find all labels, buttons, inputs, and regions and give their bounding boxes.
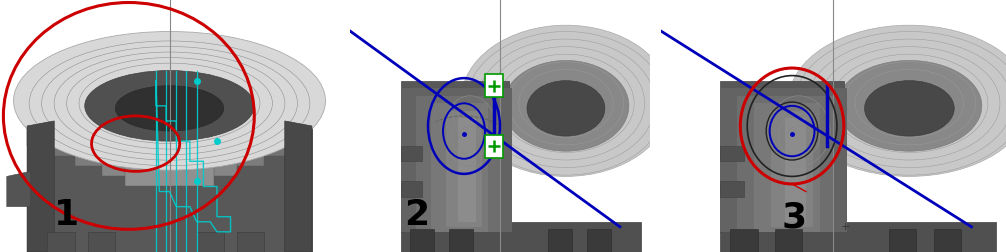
- Polygon shape: [416, 96, 500, 232]
- Ellipse shape: [789, 25, 1006, 176]
- Ellipse shape: [116, 86, 223, 131]
- Polygon shape: [754, 103, 820, 232]
- Polygon shape: [27, 106, 312, 146]
- Ellipse shape: [85, 71, 255, 141]
- Polygon shape: [719, 181, 743, 197]
- Polygon shape: [719, 146, 743, 161]
- Polygon shape: [485, 135, 503, 158]
- Polygon shape: [285, 121, 312, 252]
- Ellipse shape: [461, 25, 671, 176]
- Polygon shape: [586, 229, 611, 252]
- Ellipse shape: [13, 32, 326, 170]
- Polygon shape: [719, 81, 844, 232]
- Polygon shape: [736, 96, 833, 232]
- Polygon shape: [401, 146, 423, 161]
- Text: 2: 2: [404, 198, 430, 232]
- Polygon shape: [126, 141, 213, 186]
- Ellipse shape: [837, 60, 982, 151]
- Polygon shape: [934, 229, 961, 252]
- Ellipse shape: [527, 81, 605, 136]
- Polygon shape: [458, 118, 476, 222]
- Polygon shape: [719, 222, 996, 252]
- Polygon shape: [548, 229, 572, 252]
- Polygon shape: [401, 222, 641, 252]
- FancyBboxPatch shape: [27, 113, 312, 252]
- Polygon shape: [410, 229, 434, 252]
- Ellipse shape: [864, 81, 955, 136]
- Polygon shape: [775, 229, 803, 252]
- Polygon shape: [772, 111, 813, 227]
- Polygon shape: [401, 88, 512, 232]
- Polygon shape: [401, 81, 509, 232]
- Polygon shape: [785, 118, 806, 222]
- Text: +: +: [840, 222, 850, 232]
- Polygon shape: [7, 171, 30, 207]
- Polygon shape: [196, 232, 223, 252]
- Polygon shape: [47, 232, 74, 252]
- Polygon shape: [888, 229, 916, 252]
- Polygon shape: [730, 229, 758, 252]
- Polygon shape: [237, 232, 265, 252]
- Polygon shape: [74, 121, 265, 166]
- Polygon shape: [446, 111, 482, 227]
- Text: 1: 1: [54, 198, 79, 232]
- Polygon shape: [449, 229, 473, 252]
- Polygon shape: [102, 131, 237, 176]
- Polygon shape: [485, 74, 503, 97]
- Polygon shape: [89, 232, 116, 252]
- Polygon shape: [27, 121, 54, 252]
- Polygon shape: [431, 103, 488, 232]
- Polygon shape: [719, 88, 847, 232]
- Text: 3: 3: [782, 200, 807, 234]
- Ellipse shape: [503, 60, 629, 151]
- Polygon shape: [51, 113, 288, 156]
- Polygon shape: [401, 181, 423, 197]
